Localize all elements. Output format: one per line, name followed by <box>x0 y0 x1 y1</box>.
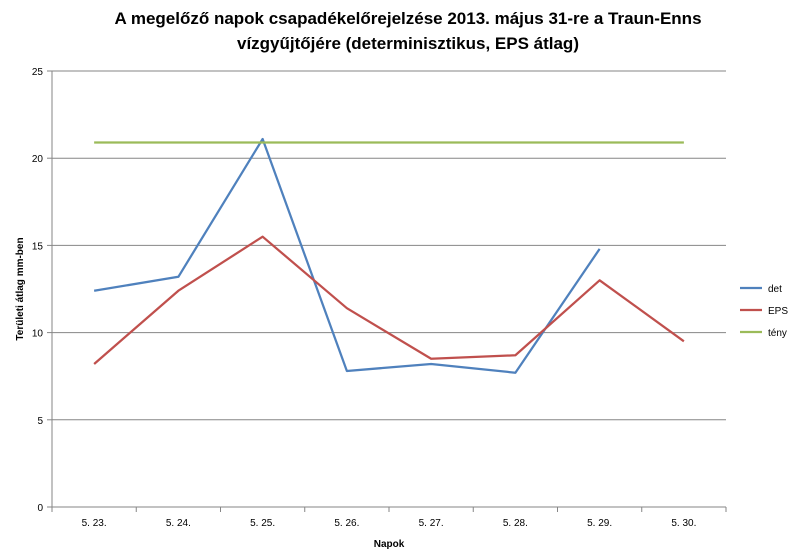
legend-label-2: tény <box>768 328 787 339</box>
series-line-0 <box>93 137 601 374</box>
chart-title-line-2: vízgyűjtőjére (determinisztikus, EPS átl… <box>237 34 579 53</box>
x-tick-label: 5. 29. <box>587 518 612 529</box>
y-tick-label: 25 <box>32 67 44 78</box>
y-axis-label: Területi átlag mm-ben <box>15 237 26 340</box>
x-tick-label: 5. 28. <box>503 518 528 529</box>
legend-label-0: det <box>768 284 782 295</box>
legend: det EPS tény <box>740 284 788 339</box>
y-tick-label: 5 <box>37 416 43 427</box>
gridlines <box>47 70 727 512</box>
x-tick-label: 5. 27. <box>419 518 444 529</box>
x-axis-label: Napok <box>374 539 405 550</box>
y-tick-label: 20 <box>32 154 44 165</box>
x-tick-labels: 5. 23. 5. 24. 5. 25. 5. 26. 5. 27. 5. 28. 5. 2… <box>82 518 697 529</box>
x-tick-label: 5. 24. <box>166 518 191 529</box>
legend-label-1: EPS <box>768 306 788 317</box>
y-tick-labels: 0 5 10 15 20 25 <box>32 67 44 514</box>
y-tick-label: 15 <box>32 241 44 252</box>
y-tick-label: 0 <box>37 503 43 514</box>
x-tick-label: 5. 26. <box>334 518 359 529</box>
chart-title-line-1: A megelőző napok csapadékelőrejelzése 20… <box>114 9 701 28</box>
y-tick-label: 10 <box>32 329 44 340</box>
series-line-1 <box>93 235 685 365</box>
series-lines <box>93 137 685 374</box>
x-tick-label: 5. 30. <box>671 518 696 529</box>
x-tick-label: 5. 25. <box>250 518 275 529</box>
x-tick-label: 5. 23. <box>82 518 107 529</box>
